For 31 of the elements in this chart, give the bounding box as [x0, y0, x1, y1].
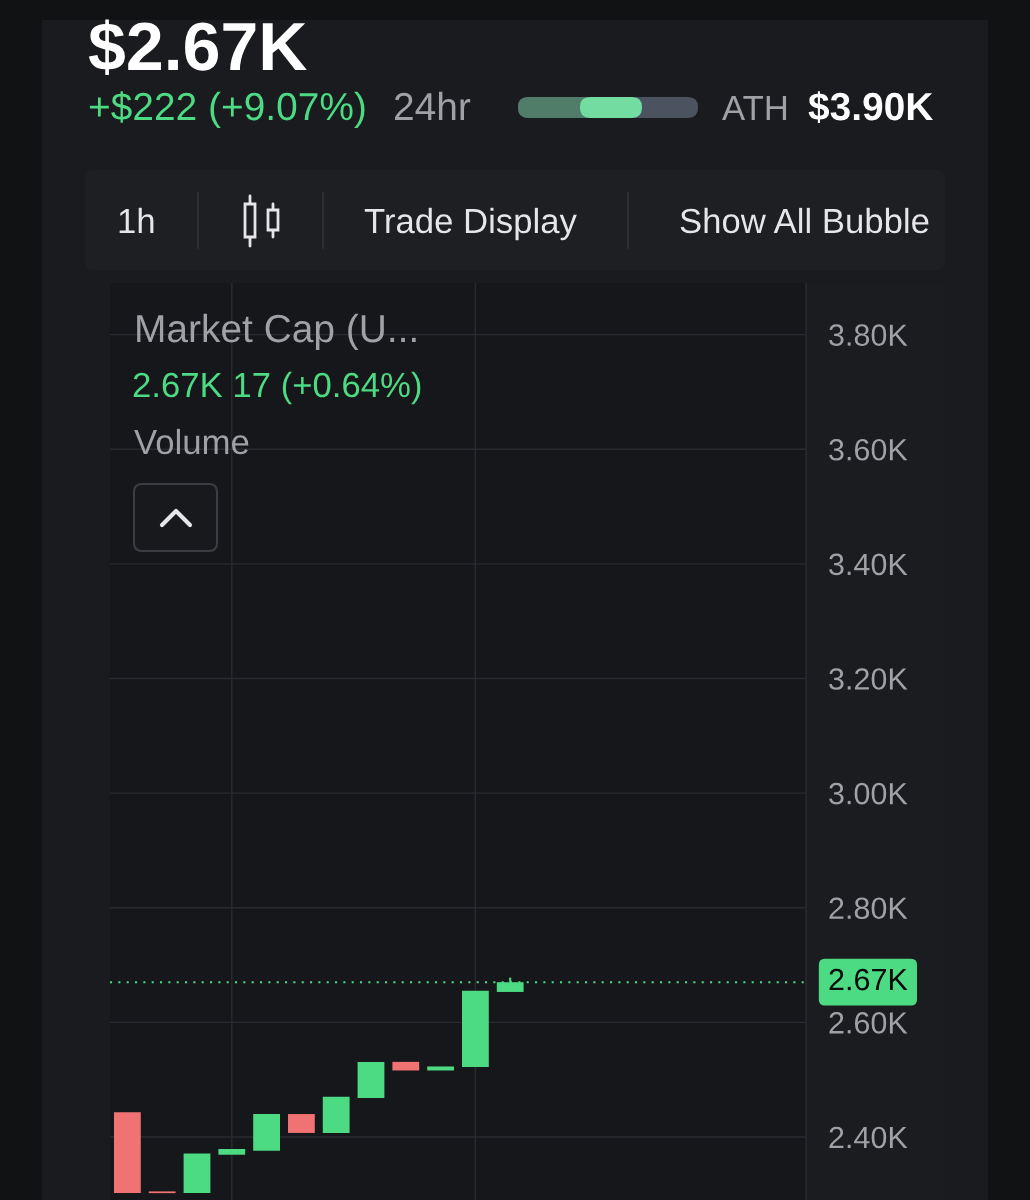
annotation: Volume [134, 428, 249, 455]
y-tick-label: 2.60K [829, 1012, 908, 1034]
y-tick-label: 3.80K [829, 324, 908, 346]
chart-subtitle: +$222 (+9.07%) [89, 91, 365, 129]
candlestick [427, 1066, 454, 1071]
y-tick-label: 2.40K [829, 1126, 908, 1149]
chart-title: $2.67K [88, 19, 307, 76]
candlestick [288, 1114, 315, 1133]
y-tick-label: 2.80K [829, 897, 908, 920]
candlestick [183, 1153, 211, 1194]
candlestick [322, 1096, 350, 1133]
text: 24hr [394, 91, 471, 120]
candlestick [253, 1114, 280, 1151]
y-tick-label: 3.40K [829, 553, 908, 576]
text: ATH [722, 96, 787, 120]
ref-line-label: 2.67K [829, 968, 908, 991]
text: $3.90K [808, 91, 934, 123]
candlestick [218, 1148, 246, 1155]
candlestick [148, 1191, 176, 1194]
candlestick [392, 1061, 420, 1071]
text: 1h [119, 207, 154, 233]
candlestick [462, 990, 489, 1068]
annotation: 2.67K 17 (+0.64%) [133, 371, 421, 405]
text: Trade Display [364, 207, 577, 241]
candlestick [357, 1061, 385, 1098]
text: Show All Bubble [680, 207, 929, 234]
y-tick-label: 3.00K [829, 782, 908, 805]
y-tick-label: 3.60K [829, 438, 908, 461]
candlestick [114, 1112, 141, 1194]
annotation: Market Cap (U... [137, 313, 416, 351]
y-tick-label: 3.20K [829, 668, 908, 690]
